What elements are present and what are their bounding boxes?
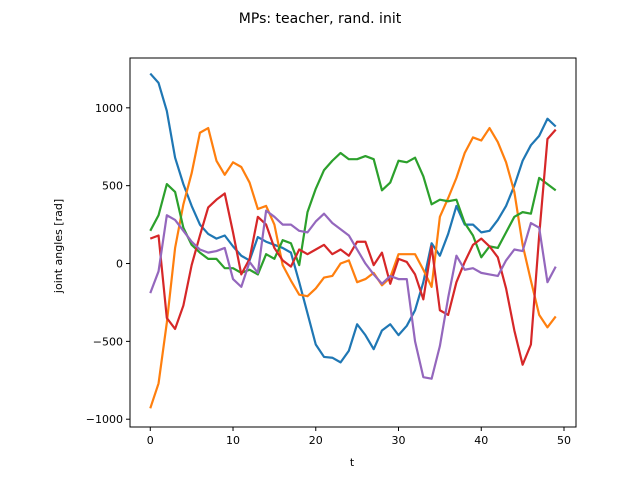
x-tick-label: 0 (147, 434, 154, 447)
series-line-5 (149, 209, 557, 380)
x-axis: 0 10 20 30 40 50 (147, 427, 571, 447)
y-tick-label: −1000 (86, 413, 123, 426)
x-tick-label: 10 (226, 434, 240, 447)
axes-frame (129, 57, 577, 428)
x-tick-label: 50 (557, 434, 571, 447)
series-line-3 (149, 151, 557, 276)
series-line-4 (149, 128, 557, 366)
y-tick-label: 1000 (95, 102, 123, 115)
y-axis-label: joint angles [rad] (52, 199, 65, 294)
y-tick-label: 500 (102, 180, 123, 193)
y-tick-label: 0 (116, 258, 123, 271)
series-line-1 (149, 72, 557, 364)
x-tick-label: 30 (392, 434, 406, 447)
chart-title: MPs: teacher, rand. init (239, 11, 402, 27)
series-layer (149, 72, 557, 409)
y-tick-label: −500 (93, 335, 123, 348)
y-axis: −1000 −500 0 500 1000 (86, 102, 130, 426)
x-axis-label: t (350, 456, 355, 469)
series-line-2 (149, 126, 557, 409)
x-tick-label: 40 (474, 434, 488, 447)
x-tick-label: 20 (309, 434, 323, 447)
